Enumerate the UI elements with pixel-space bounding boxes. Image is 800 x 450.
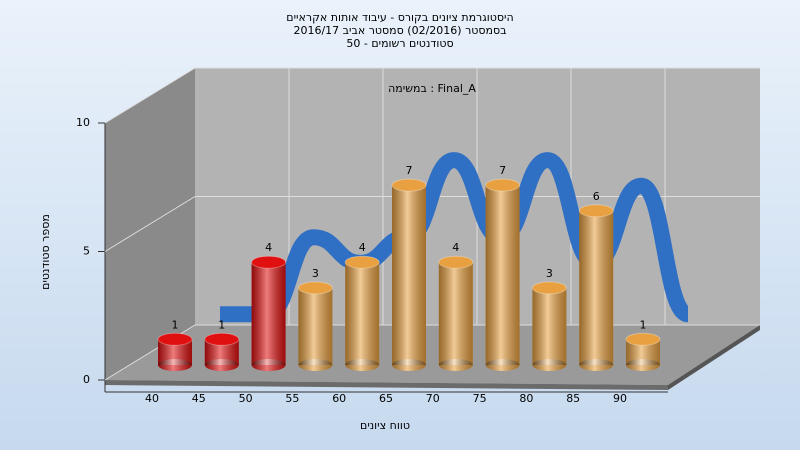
bar-top (157, 332, 193, 346)
bar (578, 204, 614, 371)
bar (531, 281, 567, 371)
data-label: 4 (452, 241, 459, 254)
annotation: במשימה : Final_A (388, 82, 476, 95)
bar-top (578, 204, 614, 218)
x-tick-label: 70 (426, 392, 440, 405)
data-label: 1 (640, 318, 647, 331)
bar (485, 178, 521, 371)
data-label: 1 (218, 318, 225, 331)
bar-top (438, 255, 474, 269)
floor-side (668, 325, 760, 390)
x-tick-label: 90 (613, 392, 627, 405)
y-axis-label: מספר סטודנטים (39, 214, 52, 290)
bar (204, 332, 240, 371)
bar-bottom-shade (158, 359, 192, 371)
title-line: בסמסטר (02/2016) סמסטר אביב 2016/17 (293, 24, 506, 37)
bar-top (344, 255, 380, 269)
y-tick-label: 0 (83, 373, 90, 386)
data-label: 7 (499, 164, 506, 177)
x-tick-label: 75 (473, 392, 487, 405)
bar (391, 178, 427, 371)
data-label: 3 (312, 267, 319, 280)
bar-top (251, 255, 287, 269)
bar-top (625, 332, 661, 346)
y-tick-label: 10 (76, 116, 90, 129)
x-tick-label: 40 (145, 392, 159, 405)
x-tick-label: 60 (332, 392, 346, 405)
bar-bottom-shade (532, 359, 567, 371)
bar (438, 255, 474, 371)
bar-shade (345, 262, 380, 365)
x-axis-label: טווח ציונים (360, 419, 410, 432)
floor (105, 325, 760, 385)
x-tick-label: 85 (566, 392, 580, 405)
bar-top (531, 281, 567, 295)
x-tick-label: 65 (379, 392, 393, 405)
bar-shade (251, 262, 286, 365)
bar-shade (485, 185, 520, 365)
bar-bottom-shade (626, 359, 660, 371)
data-label: 4 (265, 241, 272, 254)
ribbon (220, 152, 691, 323)
data-label: 6 (593, 190, 600, 203)
title-line: היסטוגרמת ציונים בקורס - עיבוד אותות אקר… (286, 11, 513, 24)
bar-bottom-shade (251, 359, 286, 371)
data-label: 1 (172, 318, 179, 331)
bar-top (297, 281, 333, 295)
x-tick-label: 80 (519, 392, 533, 405)
bar (157, 332, 193, 371)
bar-top (485, 178, 521, 192)
bar-shade (579, 210, 614, 365)
bar-bottom-shade (204, 359, 239, 371)
bar-bottom-shade (345, 359, 380, 371)
title-line: סטודנטים רשומים - 50 (346, 37, 453, 50)
bar-bottom-shade (579, 359, 614, 371)
data-label: 3 (546, 267, 553, 280)
bar-shade (392, 185, 426, 365)
bar-shade (532, 287, 567, 365)
bar-bottom-shade (438, 359, 473, 371)
grid-line (104, 67, 196, 124)
grid-line (104, 196, 196, 252)
bar-shade (438, 262, 473, 365)
bar-bottom-shade (485, 359, 520, 371)
bar-top (204, 332, 240, 346)
bar (251, 255, 287, 371)
x-tick-label: 45 (192, 392, 206, 405)
bar-bottom-shade (298, 359, 333, 371)
floor-edge (105, 380, 668, 390)
x-tick-label: 55 (285, 392, 299, 405)
bar-top (391, 178, 427, 192)
bar-shade (298, 287, 333, 365)
data-label: 4 (359, 241, 366, 254)
bar-bottom-shade (392, 359, 426, 371)
bar (344, 255, 380, 371)
bar (625, 332, 661, 371)
x-tick-label: 50 (239, 392, 253, 405)
y-tick-label: 5 (83, 245, 90, 258)
bar (297, 281, 333, 371)
data-label: 7 (406, 164, 413, 177)
